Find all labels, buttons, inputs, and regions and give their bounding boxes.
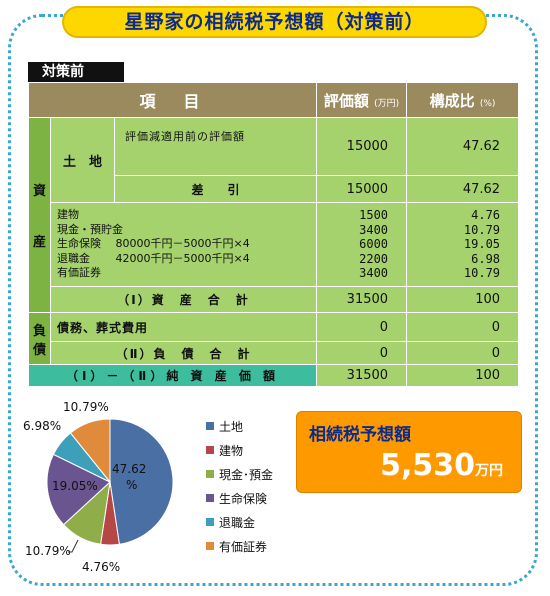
asset-total-ratio: 100 [406,286,520,313]
pie-label-2: 10.79% [25,544,71,558]
land-diff-value: 15000 [316,175,408,203]
legend-item: 土地 [206,414,273,438]
legend-swatch [206,494,214,502]
side-assets: 資産 [28,117,51,313]
asset-ratios: 4.76 10.79 19.05 6.98 10.79 [406,202,520,287]
debt-value: 0 [316,312,408,342]
land-label: 土 地 [50,117,115,203]
asset-values: 1500 3400 6000 2200 3400 [316,202,408,287]
pie-leader-line [68,539,79,553]
header-ratio: 構成比 (%) [406,82,520,118]
debt-label: 債務、葬式費用 [49,312,318,342]
pie-label-4: 6.98% [23,419,61,433]
legend-item: 建物 [206,438,273,462]
header-value: 評価額 (万円) [316,82,408,118]
tax-value: 5,530万円 [380,448,503,483]
legend-swatch [206,542,214,550]
debt-ratio: 0 [406,312,520,342]
legend-label: 土地 [219,419,244,434]
pie-chart: 47.62 %4.76%10.79%19.05%6.98%10.79% [23,400,174,574]
debt-total-ratio: 0 [406,341,520,365]
legend-label: 生命保険 [219,491,268,506]
asset-total-label: （Ⅰ）資 産 合 計 [49,286,318,313]
land-before-ratio: 47.62 [406,117,520,176]
legend-swatch [206,518,214,526]
legend-item: 現金･預金 [206,462,273,486]
legend-swatch [206,422,214,430]
legend-item: 生命保険 [206,486,273,510]
legend-item: 退職金 [206,510,273,534]
net-ratio: 100 [406,364,520,387]
legend-label: 有価証券 [219,539,268,554]
header-item: 項 目 [27,82,318,118]
asset-labels: 建物 現金・預貯金 生命保険 80000千円－5000千円×4 退職金 42000千円… [49,202,318,287]
pie-slice-5 [69,418,111,484]
pie-label-0: 47.62% [112,462,146,492]
tax-estimate-box: 相続税予想額 5,530万円 [296,411,522,493]
land-diff-label: 差 引 [113,175,318,203]
debt-total-value: 0 [316,341,408,365]
pie-slice-3 [46,453,111,526]
land-before-label: 評価減適用前の評価額 [113,117,318,176]
pie-label-3: 19.05% [52,479,98,493]
tax-label: 相続税予想額 [309,425,411,445]
pie-label-1: 4.76% [82,560,120,574]
section-label: 対策前 [28,62,124,82]
pie-slice-0 [109,418,174,545]
legend-swatch [206,470,214,478]
side-debts: 負債 [28,312,51,365]
asset-total-value: 31500 [316,286,408,313]
land-before-value: 15000 [316,117,408,176]
legend-label: 現金･預金 [219,467,274,482]
net-label: （Ⅰ）－（Ⅱ）純 資 産 価 額 [27,364,318,387]
debt-total-label: （Ⅱ）負 債 合 計 [49,341,318,365]
chart-legend: 土地建物現金･預金生命保険退職金有価証券 [206,414,273,558]
page-title: 星野家の相続税予想額（対策前） [62,6,487,38]
legend-label: 退職金 [219,515,256,530]
estate-table: 項 目 評価額 (万円) 構成比 (%) 資産 土 地 評価減適用前の評価額 1… [27,82,520,387]
legend-label: 建物 [219,443,244,458]
pie-label-5: 10.79% [63,400,109,414]
net-value: 31500 [316,364,408,387]
legend-swatch [206,446,214,454]
land-diff-ratio: 47.62 [406,175,520,203]
legend-item: 有価証券 [206,534,273,558]
